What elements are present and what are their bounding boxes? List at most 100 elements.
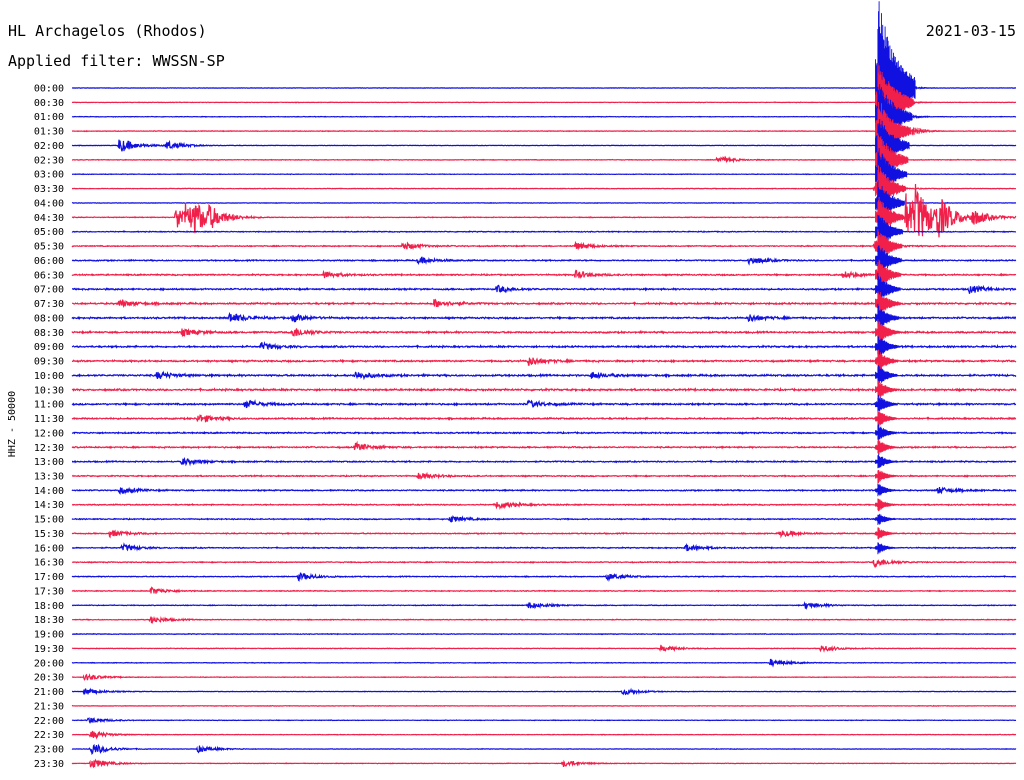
time-tick-label: 18:00 (34, 601, 64, 612)
time-tick-label: 03:00 (34, 170, 64, 181)
earthquake-burst (875, 303, 900, 329)
trace-line (71, 311, 1017, 323)
trace-line (71, 185, 1016, 192)
earthquake-burst (875, 454, 897, 469)
time-tick-label: 10:30 (34, 385, 64, 396)
trace-line (72, 155, 1017, 164)
time-tick-label: 12:00 (34, 428, 64, 439)
trace-line (71, 572, 1017, 582)
trace-line (71, 430, 1017, 435)
time-tick-label: 18:30 (34, 615, 64, 626)
time-tick-label: 09:00 (34, 342, 64, 353)
time-tick-label: 22:00 (34, 716, 64, 727)
trace-line (71, 414, 1017, 423)
major-earthquake-trace (875, 1, 968, 555)
time-tick-label: 03:30 (34, 184, 64, 195)
trace-line (71, 173, 1017, 176)
time-tick-label: 10:00 (34, 371, 64, 382)
trace-line (71, 514, 1017, 523)
trace-line (71, 529, 1017, 539)
time-tick-label: 07:30 (34, 299, 64, 310)
trace-line (71, 486, 1017, 495)
trace-rows: 00:00 00:30 01:00 01:30 02:00 02:30 03:00 03:30… (34, 84, 1017, 770)
time-tick-label: 22:30 (34, 730, 64, 741)
trace-line (72, 632, 1017, 636)
trace-line (72, 542, 1017, 552)
time-tick-label: 23:30 (34, 759, 64, 770)
time-tick-label: 19:00 (34, 630, 64, 641)
station-title: HL Archagelos (Rhodos) (8, 22, 207, 40)
trace-line (71, 687, 1017, 696)
time-tick-label: 12:30 (34, 443, 64, 454)
time-tick-label: 15:00 (34, 515, 64, 526)
earthquake-coda (907, 114, 968, 119)
time-tick-label: 13:00 (34, 457, 64, 468)
trace-line (71, 240, 1017, 251)
trace-line (71, 440, 1017, 451)
time-tick-label: 13:30 (34, 471, 64, 482)
earthquake-burst (875, 349, 899, 373)
time-tick-label: 01:00 (34, 112, 64, 123)
earthquake-burst (875, 424, 897, 441)
time-tick-label: 11:30 (34, 414, 64, 425)
earthquake-burst (875, 394, 897, 412)
earthquake-burst (875, 335, 899, 358)
trace-line (71, 256, 1017, 266)
trace-line (72, 615, 1017, 625)
date-label: 2021-03-15 (926, 22, 1016, 40)
time-tick-label: 00:30 (34, 98, 64, 109)
time-tick-label: 14:00 (34, 486, 64, 497)
trace-line (71, 716, 1017, 724)
trace-line (71, 139, 1017, 152)
trace-line (71, 341, 1017, 351)
time-tick-label: 21:00 (34, 687, 64, 698)
time-tick-label: 04:30 (34, 213, 64, 224)
time-tick-label: 08:30 (34, 328, 64, 339)
earthquake-burst (875, 319, 899, 345)
time-tick-label: 01:30 (34, 127, 64, 138)
trace-line (71, 328, 1017, 337)
earthquake-burst (875, 527, 896, 540)
earthquake-burst (875, 272, 901, 304)
earthquake-burst (875, 542, 896, 555)
time-tick-label: 07:00 (34, 285, 64, 296)
trace-line (71, 730, 1017, 740)
time-tick-label: 02:00 (34, 141, 64, 152)
trace-line (71, 601, 1017, 611)
trace-line (71, 673, 1017, 681)
earthquake-coda (907, 100, 968, 105)
time-tick-label: 11:00 (34, 400, 64, 411)
time-tick-label: 05:00 (34, 227, 64, 238)
trace-line (71, 386, 1017, 393)
time-tick-label: 09:30 (34, 357, 64, 368)
trace-line (72, 284, 1017, 294)
trace-line (72, 456, 1017, 467)
trace-line (71, 298, 1017, 309)
time-tick-label: 08:00 (34, 313, 64, 324)
trace-line (71, 115, 1017, 118)
trace-line (71, 129, 1017, 133)
trace-line (71, 704, 1017, 707)
earthquake-burst (875, 483, 896, 497)
time-tick-label: 06:30 (34, 270, 64, 281)
time-tick-label: 16:00 (34, 543, 64, 554)
earthquake-coda (907, 85, 967, 91)
trace-line (71, 501, 1017, 510)
earthquake-burst (875, 498, 896, 512)
time-tick-label: 21:30 (34, 701, 64, 712)
trace-line (71, 183, 1017, 238)
time-tick-label: 17:30 (34, 586, 64, 597)
earthquake-burst (875, 245, 902, 277)
trace-line (71, 101, 1017, 104)
trace-line (71, 471, 1017, 480)
earthquake-burst (875, 513, 896, 525)
time-tick-label: 17:00 (34, 572, 64, 583)
trace-line (71, 658, 1017, 668)
trace-line (71, 558, 1017, 569)
trace-line (71, 230, 1017, 234)
earthquake-burst (875, 470, 896, 484)
earthquake-burst (875, 365, 898, 385)
earthquake-coda (907, 126, 968, 136)
filter-label: Applied filter: WWSSN-SP (8, 52, 225, 70)
